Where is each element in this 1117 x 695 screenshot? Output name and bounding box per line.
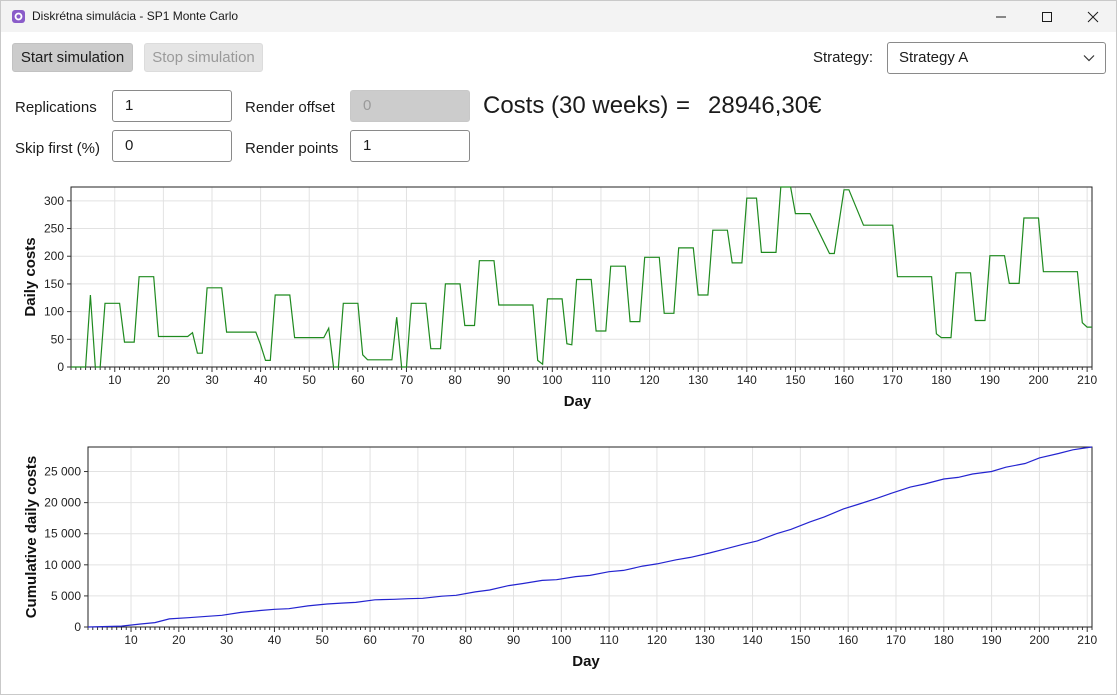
y-tick-label: 50: [51, 332, 65, 346]
cumulative-series-line: [87, 446, 1093, 628]
maximize-button[interactable]: [1024, 1, 1070, 32]
strategy-select[interactable]: Strategy A: [887, 42, 1106, 74]
x-tick-label: 10: [108, 373, 122, 387]
x-tick-label: 210: [1077, 633, 1097, 647]
replications-input[interactable]: 1: [112, 90, 232, 122]
x-tick-label: 20: [157, 373, 171, 387]
chevron-down-icon: [1083, 55, 1095, 62]
x-tick-label: 120: [640, 373, 660, 387]
x-tick-label: 60: [363, 633, 377, 647]
plot-frame: [87, 446, 1093, 628]
x-tick-label: 190: [980, 373, 1000, 387]
y-tick-label: 10 000: [44, 558, 81, 572]
x-tick-label: 90: [507, 633, 521, 647]
title-bar: Diskrétna simulácia - SP1 Monte Carlo: [1, 1, 1116, 32]
render-offset-label: Render offset: [245, 99, 335, 116]
y-axis-label: Daily costs: [22, 237, 39, 316]
y-tick-label: 15 000: [44, 527, 81, 541]
y-tick-label: 0: [74, 620, 81, 634]
x-tick-label: 130: [695, 633, 715, 647]
skip-first-input[interactable]: 0: [112, 130, 232, 162]
x-tick-label: 110: [591, 373, 610, 387]
x-tick-label: 160: [838, 633, 858, 647]
x-tick-label: 120: [647, 633, 667, 647]
costs-equals: =: [676, 92, 691, 119]
daily-costs-chart: 10 20 30 40 50 60 70 80 90 100 110 120 130 140 150 160 1…: [22, 186, 1097, 410]
x-tick-label: 30: [220, 633, 234, 647]
strategy-value: Strategy A: [899, 49, 969, 66]
x-tick-label: 100: [551, 633, 571, 647]
x-tick-label: 70: [400, 373, 414, 387]
main-content: Start simulation Stop simulation Strateg…: [1, 32, 1116, 694]
render-points-input[interactable]: 1: [350, 130, 470, 162]
x-tick-label: 140: [743, 633, 763, 647]
y-tick-label: 150: [44, 277, 64, 291]
y-tick-label: 5 000: [51, 589, 81, 603]
x-tick-label: 70: [411, 633, 425, 647]
x-tick-label: 180: [931, 373, 951, 387]
y-tick-label: 250: [44, 222, 64, 236]
y-tick-label: 25 000: [44, 465, 81, 479]
skip-first-label: Skip first (%): [15, 140, 101, 157]
strategy-label: Strategy:: [813, 49, 874, 66]
x-tick-label: 170: [886, 633, 906, 647]
x-tick-label: 40: [254, 373, 268, 387]
x-tick-label: 200: [1029, 633, 1049, 647]
replications-label: Replications: [15, 99, 97, 116]
cumulative-costs-chart: 10 20 30 40 50 60 70 80 90 100 110 120 130 140 150 160 1…: [23, 446, 1098, 670]
x-axis-label: Day: [572, 653, 600, 670]
x-tick-label: 50: [303, 373, 317, 387]
x-tick-label: 40: [268, 633, 282, 647]
x-tick-label: 200: [1029, 373, 1049, 387]
x-tick-label: 170: [883, 373, 903, 387]
x-tick-label: 110: [600, 633, 619, 647]
x-tick-label: 90: [497, 373, 511, 387]
x-tick-label: 100: [542, 373, 562, 387]
window-title: Diskrétna simulácia - SP1 Monte Carlo: [32, 9, 239, 23]
close-icon: [1087, 11, 1099, 22]
x-tick-label: 210: [1077, 373, 1097, 387]
y-tick-label: 20 000: [44, 496, 81, 510]
x-tick-label: 10: [124, 633, 138, 647]
maximize-icon: [1042, 11, 1052, 22]
minimize-icon: [996, 16, 1006, 17]
minimize-button[interactable]: [978, 1, 1024, 32]
costs-label: Costs (30 weeks): [483, 92, 669, 119]
app-icon: [12, 10, 25, 23]
x-tick-label: 80: [459, 633, 473, 647]
plot-frame: [70, 186, 1093, 368]
x-tick-label: 80: [448, 373, 462, 387]
x-tick-label: 130: [688, 373, 708, 387]
start-simulation-button[interactable]: Start simulation: [12, 43, 133, 72]
x-tick-label: 60: [351, 373, 365, 387]
y-tick-label: 300: [44, 194, 64, 208]
y-tick-label: 0: [57, 360, 64, 374]
render-points-label: Render points: [245, 140, 339, 157]
x-axis-label: Day: [564, 393, 592, 410]
y-axis-label: Cumulative daily costs: [23, 456, 40, 619]
x-tick-label: 50: [316, 633, 330, 647]
x-tick-label: 30: [205, 373, 219, 387]
costs-value: 28946,30€: [708, 92, 822, 119]
x-tick-label: 190: [982, 633, 1002, 647]
x-tick-label: 150: [785, 373, 805, 387]
x-tick-label: 140: [737, 373, 757, 387]
daily-series-line: [71, 186, 1092, 368]
y-tick-label: 100: [44, 305, 64, 319]
x-tick-label: 180: [934, 633, 954, 647]
x-tick-label: 160: [834, 373, 854, 387]
x-tick-label: 20: [172, 633, 186, 647]
close-button[interactable]: [1070, 1, 1116, 32]
render-offset-input[interactable]: 0: [350, 90, 470, 122]
x-tick-label: 150: [790, 633, 810, 647]
stop-simulation-button[interactable]: Stop simulation: [144, 43, 263, 72]
y-tick-label: 200: [44, 249, 64, 263]
